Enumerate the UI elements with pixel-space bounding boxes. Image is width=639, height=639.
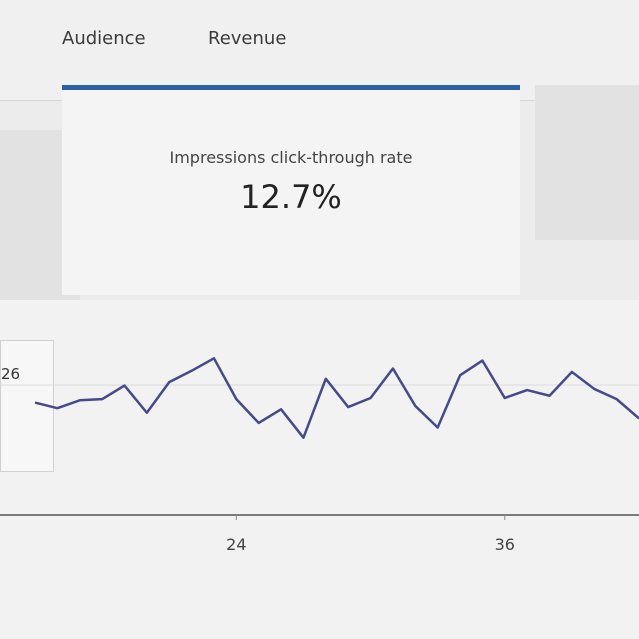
chart-area xyxy=(0,300,639,639)
tab[interactable]: Audience xyxy=(62,28,146,49)
tab[interactable]: Revenue xyxy=(208,28,287,49)
x-tick-label: 36 xyxy=(495,535,515,554)
metric-card[interactable]: Impressions click-through rate 12.7% xyxy=(62,85,520,295)
tooltip-value: 26 xyxy=(1,365,21,383)
side-panel xyxy=(535,85,639,240)
tab-bar xyxy=(0,0,639,101)
line xyxy=(34,357,639,439)
metric-value: 12.7% xyxy=(240,178,342,216)
metric-label: Impressions click-through rate xyxy=(169,148,413,167)
x-tick-label: 24 xyxy=(226,535,246,554)
